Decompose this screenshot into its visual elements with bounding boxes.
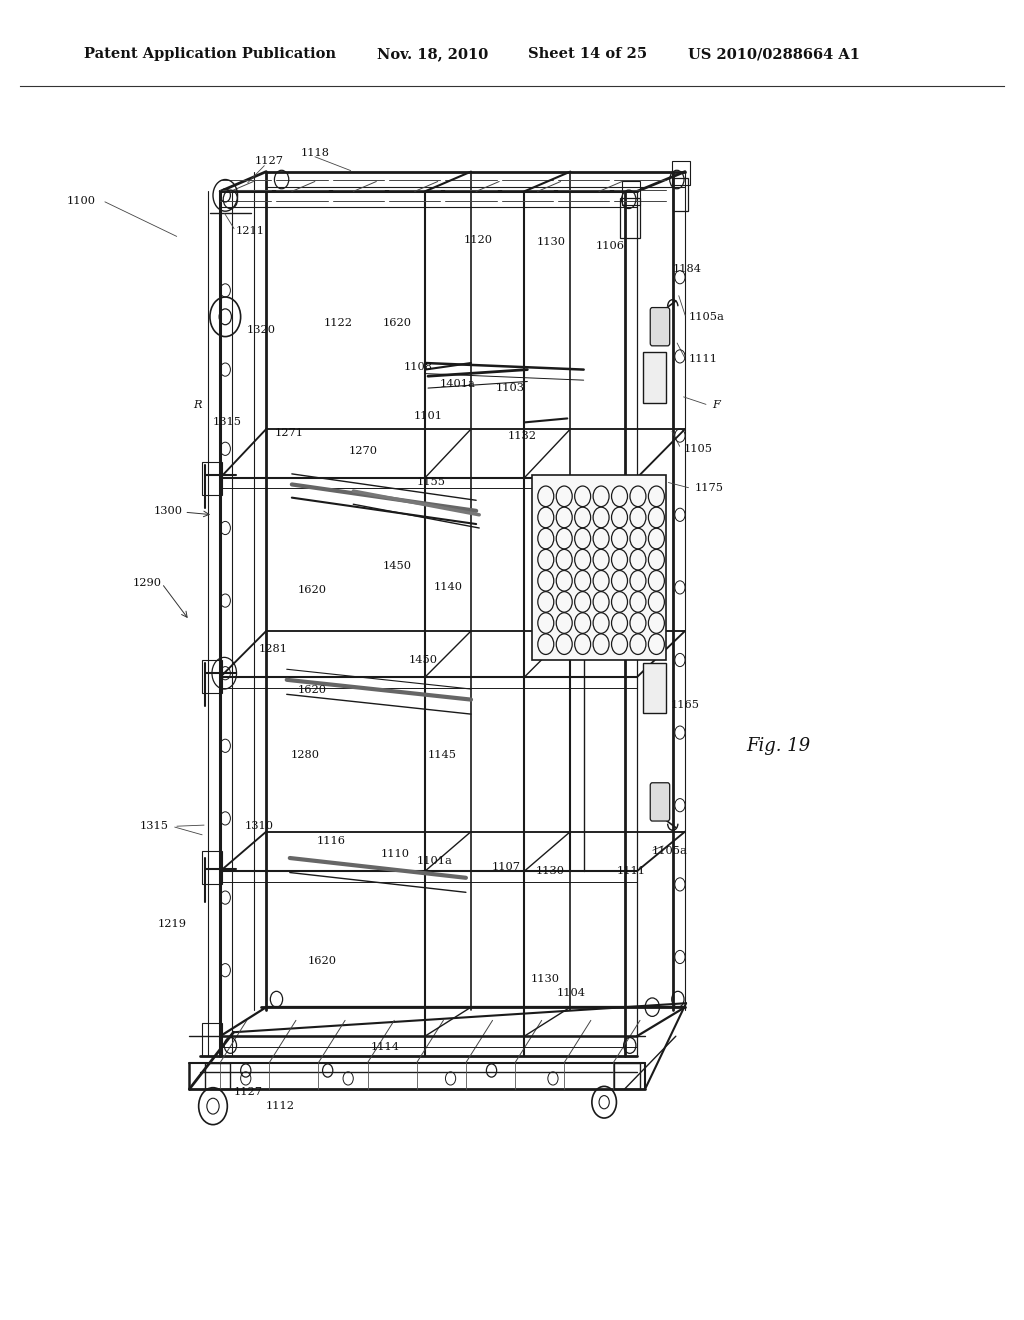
FancyBboxPatch shape	[650, 308, 670, 346]
Bar	[643, 663, 666, 713]
Text: 1106: 1106	[596, 240, 625, 251]
Text: 1114: 1114	[371, 1041, 399, 1052]
Bar	[202, 660, 222, 693]
Text: 1280: 1280	[291, 750, 319, 760]
Text: 1130: 1130	[530, 974, 559, 985]
Bar	[614, 1063, 640, 1089]
Text: 1116: 1116	[316, 836, 345, 846]
Bar	[205, 1063, 230, 1089]
Text: 1270: 1270	[349, 446, 378, 457]
Text: 1130: 1130	[536, 866, 564, 876]
FancyBboxPatch shape	[650, 783, 670, 821]
Text: 1101: 1101	[414, 411, 442, 421]
Text: 1132: 1132	[508, 430, 537, 441]
Text: 1155: 1155	[417, 477, 445, 487]
Text: 1620: 1620	[383, 318, 412, 329]
Bar	[620, 198, 640, 238]
Text: 1130: 1130	[537, 236, 565, 247]
Text: Fig. 19: Fig. 19	[746, 737, 810, 755]
Text: R: R	[194, 400, 202, 411]
Text: 1103: 1103	[496, 383, 524, 393]
Text: 1105a: 1105a	[651, 846, 687, 857]
Text: 1127: 1127	[255, 156, 284, 166]
Text: 1107: 1107	[492, 862, 520, 873]
Text: F: F	[712, 400, 720, 411]
Text: 1145: 1145	[428, 750, 457, 760]
Text: 1401a: 1401a	[439, 379, 476, 389]
Text: Nov. 18, 2010: Nov. 18, 2010	[377, 48, 488, 61]
Text: 1108: 1108	[403, 362, 432, 372]
Text: 1315: 1315	[140, 821, 169, 832]
Bar	[532, 475, 666, 660]
Text: 1112: 1112	[266, 1101, 295, 1111]
Bar	[202, 462, 222, 495]
Text: 1100: 1100	[67, 195, 95, 206]
Text: US 2010/0288664 A1: US 2010/0288664 A1	[688, 48, 860, 61]
Text: 1101a: 1101a	[416, 855, 453, 866]
Bar	[643, 352, 666, 403]
Text: 1271: 1271	[274, 428, 303, 438]
Text: 1315: 1315	[213, 417, 242, 428]
Text: 1118: 1118	[301, 148, 330, 158]
Text: 1165: 1165	[671, 700, 699, 710]
Text: 1127: 1127	[233, 1086, 262, 1097]
Text: 1620: 1620	[298, 685, 327, 696]
Bar	[202, 851, 222, 884]
Text: 1219: 1219	[158, 919, 186, 929]
Text: 1140: 1140	[434, 582, 463, 593]
Text: 1450: 1450	[409, 655, 437, 665]
Text: 1300: 1300	[154, 506, 182, 516]
Text: 1105a: 1105a	[689, 312, 725, 322]
Text: Sheet 14 of 25: Sheet 14 of 25	[528, 48, 647, 61]
Bar	[673, 178, 688, 211]
Text: 1184: 1184	[673, 264, 701, 275]
Text: Patent Application Publication: Patent Application Publication	[84, 48, 336, 61]
Text: 1620: 1620	[298, 585, 327, 595]
Text: 1111: 1111	[616, 866, 645, 876]
Text: 1620: 1620	[308, 956, 337, 966]
Text: 1111: 1111	[689, 354, 718, 364]
Bar	[202, 1023, 222, 1056]
Text: 1175: 1175	[694, 483, 723, 494]
Text: 1105: 1105	[684, 444, 713, 454]
Text: 1110: 1110	[381, 849, 410, 859]
Text: 1104: 1104	[557, 987, 586, 998]
Text: 1310: 1310	[245, 821, 273, 832]
Text: 1450: 1450	[383, 561, 412, 572]
Bar	[672, 161, 690, 185]
Text: 1320: 1320	[247, 325, 275, 335]
Bar	[622, 181, 640, 205]
Text: 1120: 1120	[464, 235, 493, 246]
Text: 1290: 1290	[133, 578, 162, 589]
Text: 1122: 1122	[324, 318, 352, 329]
Text: 1211: 1211	[236, 226, 264, 236]
Text: 1281: 1281	[259, 644, 288, 655]
